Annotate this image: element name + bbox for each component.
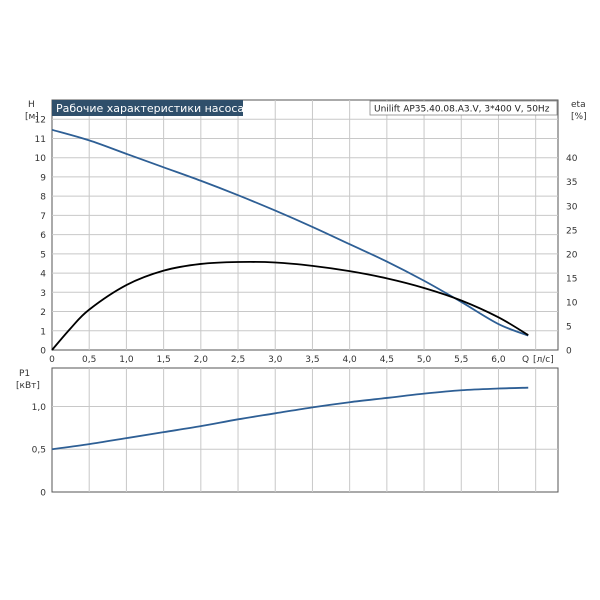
y-tick-label: 8 [40, 193, 46, 203]
x-tick-label: 4,5 [380, 355, 394, 365]
power-y-tick-label: 0 [40, 489, 46, 499]
x-tick-label: 5,0 [417, 355, 432, 365]
y-tick-label: 3 [40, 289, 46, 299]
y-tick-label: 1 [40, 327, 46, 337]
pump-label: Unilift AP35.40.08.A3.V, 3*400 V, 50Hz [374, 105, 550, 115]
y-axis-unit: [м] [25, 112, 39, 122]
y-right-axis-ticks: 0 5 10 15 20 25 30 35 40 [566, 154, 578, 356]
x-tick-label: 5,5 [454, 355, 468, 365]
efficiency-curve [51, 260, 529, 351]
x-tick-label: 0,5 [82, 355, 96, 365]
x-tick-label: 4,0 [342, 355, 357, 365]
power-y-axis-ticks: 0 0,5 1,0 [32, 403, 47, 499]
x-tick-label: 2,5 [231, 355, 245, 365]
power-y-tick-label: 0,5 [32, 446, 46, 456]
power-panel: 0 0,5 1,0 P1 [кВт] [16, 367, 559, 499]
y-tick-label: 2 [40, 308, 46, 318]
y-right-tick-label: 40 [566, 154, 578, 164]
y-tick-label: 12 [35, 116, 46, 126]
y-right-tick-label: 10 [566, 298, 578, 308]
y-right-tick-label: 35 [566, 178, 577, 188]
pump-label-box [369, 100, 558, 116]
x-tick-label: 1,5 [156, 355, 170, 365]
y-right-tick-label: 15 [566, 274, 577, 284]
head-eta-panel: 0 0,5 1,0 1,5 2,0 2,5 3,0 3,5 4,0 4,5 5,0 5,5 6,0 0 1… [25, 99, 587, 365]
x-tick-label: 6,0 [491, 355, 506, 365]
power-y-tick-label: 1,0 [32, 403, 47, 413]
x-axis-ticks: 0 0,5 1,0 1,5 2,0 2,5 3,0 3,5 4,0 4,5 5,0 5,5 6,0 [49, 355, 506, 365]
x-tick-label: 1,0 [119, 355, 134, 365]
y-tick-label: 4 [40, 270, 46, 280]
y-tick-label: 7 [40, 212, 46, 222]
y-tick-label: 10 [35, 154, 47, 164]
y-tick-label: 6 [40, 231, 46, 241]
x-tick-label: 2,0 [194, 355, 209, 365]
y-tick-label: 11 [35, 135, 46, 145]
y-tick-label: 9 [40, 173, 46, 183]
y-tick-label: 5 [40, 250, 46, 260]
power-panel-grid [52, 368, 558, 492]
power-axis-label: P1 [19, 369, 30, 379]
head-curve [51, 128, 529, 337]
power-axis-unit: [кВт] [16, 381, 40, 391]
x-axis-unit: [л/с] [533, 355, 554, 365]
power-series [51, 386, 529, 451]
y-right-tick-label: 25 [566, 226, 577, 236]
x-tick-label: 3,5 [305, 355, 319, 365]
y-right-axis-unit: [%] [571, 112, 587, 122]
head-panel-frame [51, 99, 559, 351]
x-tick-label: 0 [49, 355, 55, 365]
head-panel-grid [52, 100, 558, 350]
y-right-tick-label: 30 [566, 202, 578, 212]
head-eta-series [51, 128, 529, 351]
x-tick-label: 3,0 [268, 355, 283, 365]
y-right-tick-label: 0 [566, 347, 572, 357]
y-axis-label: H [28, 100, 35, 110]
y-right-tick-label: 5 [566, 322, 572, 332]
y-right-tick-label: 20 [566, 250, 578, 260]
y-tick-label: 0 [40, 347, 46, 357]
chart-title: Рабочие характеристики насоса [56, 102, 244, 115]
x-axis-label: Q [522, 355, 529, 365]
power-panel-frame [51, 367, 559, 493]
chart-title-background [52, 100, 243, 116]
y-right-axis-label: eta [571, 100, 586, 110]
power-curve [51, 386, 529, 451]
